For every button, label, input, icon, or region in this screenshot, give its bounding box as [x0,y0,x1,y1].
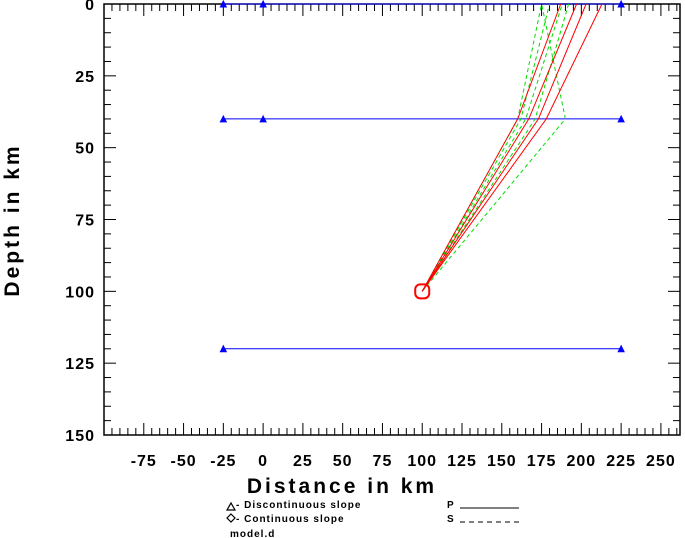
y-tick-label: 50 [75,141,95,158]
x-axis-title: Distance in km [247,475,437,498]
x-tick-label: 150 [487,453,517,470]
layer-marker-triangle [219,114,228,123]
x-tick-label: 125 [447,453,477,470]
x-tick-label: 250 [646,453,676,470]
model-layers [223,3,622,350]
legend-discontinuous-label: - Discontinuous slope [236,500,361,511]
x-tick-label: 75 [373,453,393,470]
x-tick-label: 225 [606,453,636,470]
x-tick-label: 25 [293,453,313,470]
layer-marker-triangle [617,114,625,123]
p-ray [421,3,578,292]
p-ray [421,3,562,292]
ray-paths [421,3,603,292]
layer-marker-triangle [617,0,625,8]
triangle-icon [225,501,237,511]
legend-continuous-label: - Continuous slope [236,514,345,525]
y-tick-labels: 0 25 50 75 100 125 150 [65,0,95,445]
x-tick-labels: -75 -50 -25 0 25 50 75 100 125 150 175 200 225 250 [131,453,676,470]
x-tick-label: -75 [131,453,157,470]
y-tick-label: 25 [75,69,95,86]
legend: - Discontinuous slope - Continuous slope… [225,500,519,538]
source-marker [414,283,431,300]
diamond-icon [226,513,236,523]
y-tick-label: 100 [65,284,95,301]
s-ray [421,3,566,292]
s-ray [421,3,543,292]
legend-model-label: model.d [230,529,275,538]
layer-marker-triangle [219,0,228,8]
x-tick-label: -50 [170,453,196,470]
x-tick-label: -25 [210,453,236,470]
y-tick-label: 0 [85,0,95,14]
s-ray [421,3,570,292]
layer-marker-triangle [617,344,625,353]
x-tick-label: 175 [527,453,557,470]
x-tick-label: 200 [566,453,596,470]
layer-marker-triangle [259,0,267,8]
layer-marker-triangle [259,114,267,123]
x-tick-label: 0 [258,453,268,470]
layer-marker-triangle [219,344,228,353]
s-ray [421,3,550,292]
s-ray [421,3,563,292]
p-ray [421,3,603,292]
y-tick-label: 75 [75,213,95,230]
x-tick-label: 50 [333,453,353,470]
axis-ticks [103,3,680,436]
y-axis-title: Depth in km [1,143,24,296]
layer-markers [219,0,625,353]
plot-frame [103,3,681,436]
legend-p-label: P [447,500,455,511]
x-tick-label: 100 [407,453,437,470]
y-tick-label: 150 [65,428,95,445]
p-ray [421,3,587,292]
source-point [414,283,431,300]
legend-s-label: S [447,514,455,525]
y-tick-label: 125 [65,356,95,373]
